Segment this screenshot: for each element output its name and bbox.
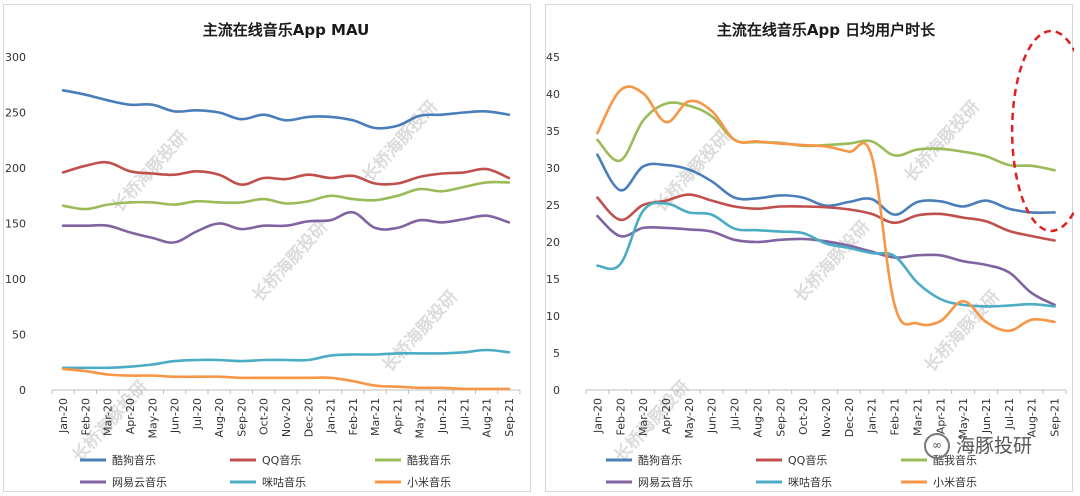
x-tick-label: Oct-20 bbox=[258, 398, 271, 435]
y-tick-label: 40 bbox=[546, 88, 560, 101]
y-tick-label: 300 bbox=[5, 51, 26, 64]
x-tick-label: Apr-21 bbox=[391, 398, 404, 434]
legend-label: 酷狗音乐 bbox=[638, 453, 682, 467]
x-tick-label: Sep-20 bbox=[774, 398, 787, 437]
x-tick-label: Nov-20 bbox=[280, 398, 293, 437]
chat-bubble-icon: ∞ bbox=[923, 433, 950, 459]
x-tick-label: Jan-20 bbox=[591, 398, 604, 434]
mau-chart: 长桥海豚投研 长桥海豚投研长桥海豚投研长桥海豚投研长桥海豚投研主流在线音乐App … bbox=[5, 21, 521, 489]
chart-panel-mau: 长桥海豚投研 长桥海豚投研 长桥海豚投研 长桥海豚投研 长桥海豚投研 主流在线音乐App … bbox=[3, 4, 531, 492]
brand-watermark: ∞ 海豚投研 bbox=[923, 431, 1032, 459]
x-tick-label: Jan-21 bbox=[325, 398, 338, 434]
series-line bbox=[596, 201, 1056, 308]
x-tick-label: Nov-20 bbox=[820, 398, 833, 437]
x-tick-label: Mar-20 bbox=[102, 398, 115, 436]
x-tick-label: Feb-21 bbox=[889, 398, 902, 435]
annotation-ellipse bbox=[1010, 29, 1074, 233]
legend-label: QQ音乐 bbox=[788, 453, 827, 467]
series-line bbox=[596, 214, 1056, 307]
legend-label: 咪咕音乐 bbox=[788, 475, 832, 489]
y-tick-label: 100 bbox=[5, 273, 26, 286]
x-tick-label: Jul-21 bbox=[458, 398, 471, 430]
watermark-text: 长桥海豚投研 bbox=[920, 286, 1004, 376]
legend-label: QQ音乐 bbox=[262, 453, 301, 467]
x-tick-label: Jun-20 bbox=[169, 398, 182, 434]
x-tick-label: Feb-20 bbox=[79, 398, 92, 435]
series-line bbox=[596, 85, 1056, 333]
x-tick-label: May-20 bbox=[146, 398, 159, 439]
duration-chart: 长桥海豚投研 长桥海豚投研长桥海豚投研长桥海豚投研长桥海豚投研主流在线音乐App … bbox=[546, 21, 1074, 489]
x-tick-label: May-21 bbox=[414, 398, 427, 439]
y-tick-label: 5 bbox=[553, 347, 560, 360]
x-tick-label: Dec-20 bbox=[302, 398, 315, 437]
series-line bbox=[596, 153, 1056, 216]
series-line bbox=[596, 193, 1056, 242]
legend-label: 网易云音乐 bbox=[112, 475, 167, 489]
x-tick-label: Aug-21 bbox=[1026, 398, 1039, 437]
x-tick-label: May-20 bbox=[683, 398, 696, 439]
legend-label: 咪咕音乐 bbox=[262, 475, 306, 489]
legend-label: 酷狗音乐 bbox=[112, 453, 156, 467]
y-tick-label: 150 bbox=[5, 218, 26, 231]
x-tick-label: Jan-20 bbox=[57, 398, 70, 434]
x-tick-label: Aug-20 bbox=[751, 398, 764, 437]
x-tick-label: Jul-20 bbox=[729, 398, 742, 430]
chart-panel-duration: 长桥海豚投研 长桥海豚投研 长桥海豚投研 长桥海豚投研 长桥海豚投研 主流在线音乐App … bbox=[545, 4, 1074, 492]
x-tick-label: Jul-20 bbox=[191, 398, 204, 430]
series-line bbox=[61, 348, 511, 370]
y-tick-label: 35 bbox=[546, 125, 560, 138]
x-tick-label: Apr-20 bbox=[660, 398, 673, 434]
series-line bbox=[61, 367, 511, 391]
x-tick-label: Sep-21 bbox=[503, 398, 516, 437]
series-line bbox=[61, 89, 511, 130]
x-tick-label: Mar-21 bbox=[369, 398, 382, 436]
y-tick-label: 45 bbox=[546, 51, 560, 64]
x-tick-label: Oct-20 bbox=[797, 398, 810, 435]
y-tick-label: 15 bbox=[546, 273, 560, 286]
y-tick-label: 0 bbox=[553, 384, 560, 397]
y-tick-label: 50 bbox=[12, 329, 26, 342]
x-tick-label: Feb-20 bbox=[614, 398, 627, 435]
x-tick-label: Jan-21 bbox=[866, 398, 879, 434]
legend-label: 小米音乐 bbox=[407, 475, 451, 489]
y-tick-label: 10 bbox=[546, 310, 560, 323]
x-tick-label: Dec-20 bbox=[843, 398, 856, 437]
chart-title: 主流在线音乐App MAU bbox=[203, 21, 370, 39]
x-tick-label: Jun-20 bbox=[706, 398, 719, 434]
x-tick-label: Aug-20 bbox=[213, 398, 226, 437]
x-tick-label: Sep-21 bbox=[1049, 398, 1062, 437]
x-tick-label: Sep-20 bbox=[235, 398, 248, 437]
watermark-text: 长桥海豚投研 bbox=[790, 216, 874, 306]
series-line bbox=[61, 210, 511, 244]
y-tick-label: 30 bbox=[546, 162, 560, 175]
x-tick-label: Jul-21 bbox=[1003, 398, 1016, 430]
watermark-text: 长桥海豚投研 bbox=[378, 286, 462, 376]
series-line bbox=[596, 101, 1056, 172]
x-tick-label: May-21 bbox=[957, 398, 970, 439]
x-tick-label: Mar-20 bbox=[637, 398, 650, 436]
y-tick-label: 200 bbox=[5, 162, 26, 175]
y-tick-label: 20 bbox=[546, 236, 560, 249]
legend-label: 网易云音乐 bbox=[638, 475, 693, 489]
x-tick-label: Jun-21 bbox=[980, 398, 993, 434]
x-tick-label: Aug-21 bbox=[481, 398, 494, 437]
x-tick-label: Apr-20 bbox=[124, 398, 137, 434]
brand-text: 海豚投研 bbox=[955, 434, 1032, 457]
watermark-text: 长桥海豚投研 bbox=[248, 216, 332, 306]
watermark-text: 长桥海豚投研 bbox=[358, 96, 442, 186]
x-tick-label: Apr-21 bbox=[934, 398, 947, 434]
y-tick-label: 250 bbox=[5, 107, 26, 120]
chart-title: 主流在线音乐App 日均用户时长 bbox=[717, 21, 936, 39]
watermark-text: 长桥海豚投研 bbox=[900, 96, 984, 186]
legend-label: 小米音乐 bbox=[933, 475, 977, 489]
legend-label: 酷我音乐 bbox=[407, 453, 451, 467]
y-tick-label: 0 bbox=[19, 384, 26, 397]
y-tick-label: 25 bbox=[546, 199, 560, 212]
series-line bbox=[61, 180, 511, 211]
x-tick-label: Jun-21 bbox=[436, 398, 449, 434]
x-tick-label: Feb-21 bbox=[347, 398, 360, 435]
x-tick-label: Mar-21 bbox=[911, 398, 924, 436]
series-line bbox=[61, 160, 511, 186]
